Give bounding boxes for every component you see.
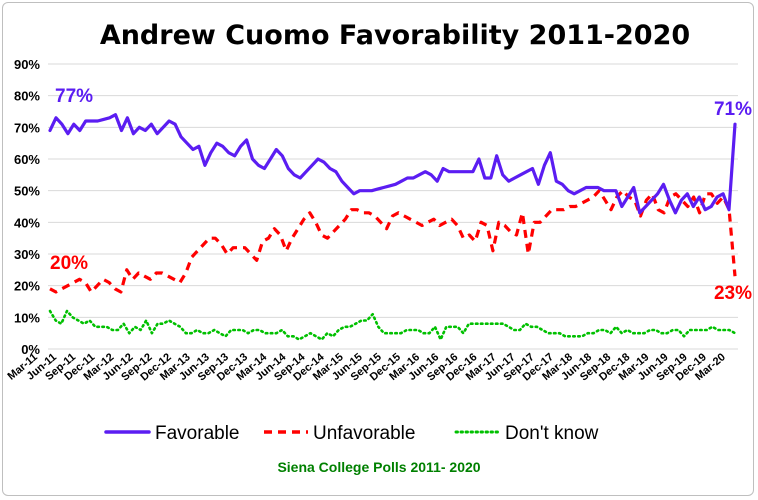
chart-footer: Siena College Polls 2011- 2020	[277, 459, 480, 475]
annotations: 77% 20% 71% 23%	[50, 86, 752, 304]
y-tick-label: 90%	[14, 57, 40, 72]
y-tick-label: 60%	[14, 152, 40, 167]
y-axis-ticks: 0% 10% 20% 30% 40% 50% 60% 70% 80% 90%	[14, 57, 40, 357]
y-tick-label: 40%	[14, 215, 40, 230]
annotation-label: 20%	[50, 253, 88, 274]
annotation-label: 77%	[55, 86, 93, 107]
series-line-don-t-know	[48, 309, 737, 341]
series-line-unfavorable	[49, 189, 737, 294]
annotation-label: 23%	[714, 283, 752, 304]
chart-title: Andrew Cuomo Favorability 2011-2020	[100, 20, 690, 51]
legend-label: Don't know	[505, 423, 599, 444]
grid	[48, 63, 738, 350]
y-tick-label: 30%	[14, 247, 40, 262]
series-line-favorable	[48, 113, 737, 215]
series-group	[48, 113, 737, 341]
x-axis-ticks: Mar-11Jun-11Sep-11Dec-11Mar-12Jun-12Sep-…	[6, 351, 728, 384]
y-tick-label: 20%	[14, 279, 40, 294]
y-tick-label: 10%	[14, 310, 40, 325]
legend-label: Unfavorable	[313, 423, 415, 444]
legend-label: Favorable	[155, 423, 240, 444]
annotation-label: 71%	[714, 99, 752, 120]
y-tick-label: 80%	[14, 89, 40, 104]
y-tick-label: 50%	[14, 184, 40, 199]
y-tick-label: 70%	[14, 120, 40, 135]
legend: Favorable Unfavorable Don't know	[104, 423, 599, 444]
y-tick-label: 0%	[21, 342, 40, 357]
